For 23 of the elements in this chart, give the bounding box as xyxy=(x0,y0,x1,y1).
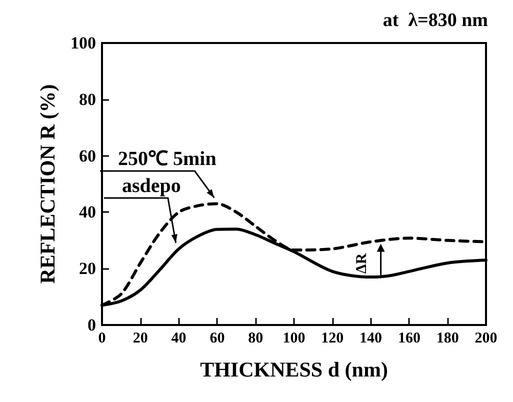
y-tick-label: 40 xyxy=(79,202,96,222)
x-tick-label: 140 xyxy=(360,330,382,346)
x-tick-label: 160 xyxy=(398,330,420,346)
chart-title: at λ=830 nm xyxy=(382,10,488,31)
y-tick-label: 100 xyxy=(70,34,96,52)
series-label: 250℃ 5min xyxy=(118,148,216,170)
y-tick-label: 0 xyxy=(88,316,96,334)
annotation: ΔR xyxy=(354,253,370,274)
y-tick-label: 20 xyxy=(79,259,96,278)
x-tick-label: 20 xyxy=(132,330,148,346)
legend-label: asdepo xyxy=(122,175,181,197)
x-tick-label: 80 xyxy=(248,330,264,346)
x-axis-title: THICKNESS d (nm) xyxy=(200,358,388,382)
y-tick-label: 80 xyxy=(79,90,96,109)
y-tick-label: 60 xyxy=(79,146,96,166)
x-tick-label: 40 xyxy=(171,330,186,346)
x-tick-label: 100 xyxy=(282,330,306,346)
x-tick-label: 60 xyxy=(210,330,225,346)
x-tick-label: 180 xyxy=(436,330,459,346)
y-axis-title: REFLECTION R (%) xyxy=(36,84,60,284)
x-tick-label: 120 xyxy=(321,330,344,346)
x-tick-label: 0 xyxy=(98,330,106,346)
x-tick-label: 200 xyxy=(474,330,498,346)
